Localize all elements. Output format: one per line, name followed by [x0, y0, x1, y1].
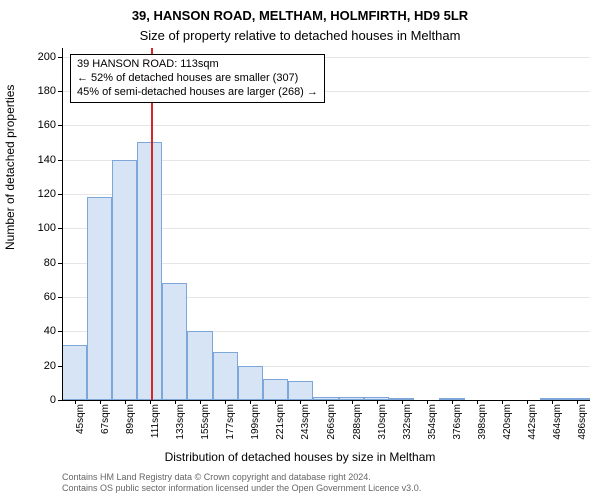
x-tick-label: 310sqm [377, 400, 388, 440]
x-tick-label: 288sqm [352, 400, 363, 440]
histogram-bar [238, 366, 263, 400]
x-tick-label: 376sqm [452, 400, 463, 440]
x-tick-label: 266sqm [326, 400, 337, 440]
x-tick-label: 243sqm [300, 400, 311, 440]
annotation-line3: 45% of semi-detached houses are larger (… [77, 86, 318, 100]
y-tick-label: 100 [38, 222, 62, 234]
annotation-box: 39 HANSON ROAD: 113sqm ← 52% of detached… [70, 54, 325, 103]
histogram-bar [213, 352, 238, 400]
y-tick-label: 40 [44, 325, 62, 337]
y-tick-label: 160 [38, 119, 62, 131]
y-axis-line [62, 48, 63, 400]
x-tick-label: 398sqm [477, 400, 488, 440]
x-tick-label: 89sqm [125, 400, 136, 434]
x-tick-label: 199sqm [250, 400, 261, 440]
y-tick-label: 60 [44, 291, 62, 303]
x-tick-label: 177sqm [225, 400, 236, 440]
x-tick-label: 221sqm [275, 400, 286, 440]
y-tick-label: 140 [38, 154, 62, 166]
x-tick-label: 442sqm [527, 400, 538, 440]
x-tick-label: 67sqm [100, 400, 111, 434]
chart-title-subtitle: Size of property relative to detached ho… [0, 28, 600, 43]
histogram-bar [112, 160, 137, 400]
footer-line1: Contains HM Land Registry data © Crown c… [62, 472, 421, 483]
x-axis-line [62, 400, 590, 401]
y-tick-label: 0 [50, 394, 62, 406]
histogram-bar [288, 381, 313, 400]
x-tick-label: 486sqm [577, 400, 588, 440]
plot-area: 02040608010012014016018020045sqm67sqm89s… [62, 48, 590, 400]
histogram-bar [263, 379, 288, 400]
y-tick-label: 200 [38, 51, 62, 63]
x-tick-label: 133sqm [175, 400, 186, 440]
x-tick-label: 420sqm [502, 400, 513, 440]
annotation-line1: 39 HANSON ROAD: 113sqm [77, 58, 318, 72]
x-tick-label: 464sqm [552, 400, 563, 440]
y-tick-label: 180 [38, 85, 62, 97]
property-size-chart: 39, HANSON ROAD, MELTHAM, HOLMFIRTH, HD9… [0, 0, 600, 500]
x-axis-label: Distribution of detached houses by size … [0, 450, 600, 464]
chart-title-address: 39, HANSON ROAD, MELTHAM, HOLMFIRTH, HD9… [0, 8, 600, 23]
x-tick-label: 155sqm [200, 400, 211, 440]
histogram-bar [87, 197, 112, 400]
histogram-bar [187, 331, 212, 400]
x-tick-label: 332sqm [402, 400, 413, 440]
x-tick-label: 354sqm [427, 400, 438, 440]
histogram-bar [137, 142, 162, 400]
footer-attribution: Contains HM Land Registry data © Crown c… [62, 472, 421, 494]
histogram-bar [62, 345, 87, 400]
y-tick-label: 120 [38, 188, 62, 200]
x-tick-label: 111sqm [150, 400, 161, 438]
grid-line [62, 125, 590, 126]
histogram-bar [162, 283, 187, 400]
y-axis-label: Number of detached properties [3, 85, 17, 250]
annotation-line2: ← 52% of detached houses are smaller (30… [77, 72, 318, 86]
footer-line2: Contains OS public sector information li… [62, 483, 421, 494]
y-tick-label: 80 [44, 257, 62, 269]
x-tick-label: 45sqm [75, 400, 86, 434]
y-tick-label: 20 [44, 360, 62, 372]
